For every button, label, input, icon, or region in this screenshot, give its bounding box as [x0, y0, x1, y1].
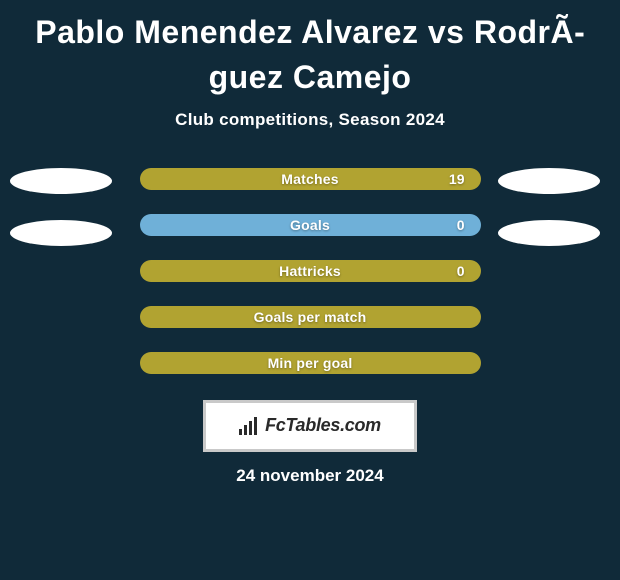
stat-label: Hattricks: [279, 263, 341, 279]
subtitle: Club competitions, Season 2024: [0, 110, 620, 130]
left-blob: [10, 168, 112, 194]
stat-bar: Goals per match: [140, 306, 481, 328]
stat-bar: Goals 0: [140, 214, 481, 236]
stat-row: Goals 0: [0, 214, 620, 236]
stat-row: Matches 19: [0, 168, 620, 190]
left-blob: [10, 220, 112, 246]
stat-row: Hattricks 0: [0, 260, 620, 282]
stat-value: 0: [457, 217, 465, 233]
comparison-rows: Matches 19 Goals 0 Hattricks 0 Goals per match…: [0, 168, 620, 374]
stat-bar: Matches 19: [140, 168, 481, 190]
bar-chart-icon: [239, 417, 261, 435]
stat-value: 0: [457, 263, 465, 279]
stat-row: Goals per match: [0, 306, 620, 328]
date-label: 24 november 2024: [0, 466, 620, 486]
stat-label: Matches: [281, 171, 338, 187]
logo-box: FcTables.com: [203, 400, 417, 452]
stat-label: Min per goal: [268, 355, 353, 371]
right-blob: [498, 168, 600, 194]
stat-bar: Hattricks 0: [140, 260, 481, 282]
stat-label: Goals: [290, 217, 330, 233]
right-blob: [498, 220, 600, 246]
stat-bar: Min per goal: [140, 352, 481, 374]
logo-text: FcTables.com: [265, 415, 381, 436]
page-title: Pablo Menendez Alvarez vs RodrÃ­guez Cam…: [0, 0, 620, 100]
stat-row: Min per goal: [0, 352, 620, 374]
stat-label: Goals per match: [254, 309, 367, 325]
stat-value: 19: [449, 171, 465, 187]
